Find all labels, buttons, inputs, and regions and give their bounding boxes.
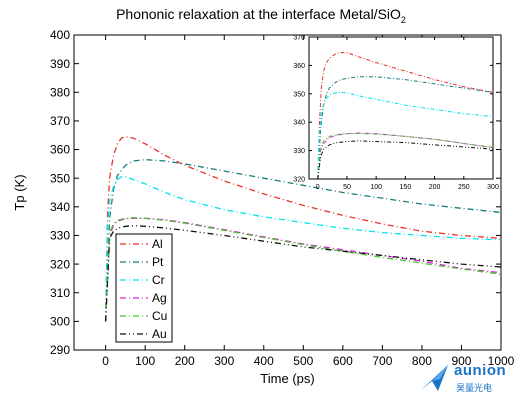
x-tick-label: 100 bbox=[135, 354, 155, 368]
legend-label: Cr bbox=[152, 273, 165, 287]
x-tick-label: 250 bbox=[458, 184, 470, 191]
x-tick-label: 400 bbox=[254, 354, 274, 368]
y-tick-label: 390 bbox=[50, 57, 70, 71]
y-tick-label: 340 bbox=[293, 120, 305, 127]
series-line-Au bbox=[104, 225, 501, 322]
series-line-Pt bbox=[104, 158, 501, 322]
y-tick-label: 320 bbox=[50, 257, 70, 271]
chart-title-main: Phononic relaxation at the interface Met… bbox=[116, 6, 401, 22]
legend-box bbox=[115, 233, 173, 343]
x-tick-label: 1000 bbox=[488, 354, 515, 368]
chart-title-subscript: 2 bbox=[400, 14, 406, 25]
x-tick-label: 900 bbox=[451, 354, 471, 368]
series-line-Cu bbox=[104, 217, 501, 322]
legend-label: Al bbox=[152, 237, 163, 251]
x-tick-label: 150 bbox=[400, 184, 412, 191]
legend-label: Cu bbox=[152, 309, 167, 323]
y-tick-label: 370 bbox=[50, 114, 70, 128]
legend-label: Au bbox=[152, 327, 167, 341]
brand-logo-icon bbox=[420, 365, 448, 391]
y-tick-label: 380 bbox=[50, 85, 70, 99]
y-tick-label: 370 bbox=[293, 34, 305, 41]
y-tick-label: 300 bbox=[50, 315, 70, 329]
y-tick-label: 340 bbox=[50, 200, 70, 214]
y-tick-label: 400 bbox=[50, 28, 70, 42]
plot-frame bbox=[308, 36, 494, 180]
series-line-inset bbox=[317, 91, 493, 179]
x-tick-label: 100 bbox=[370, 184, 382, 191]
y-tick-label: 320 bbox=[293, 176, 305, 183]
brand-watermark: aunion 昊量光电 bbox=[416, 358, 522, 398]
brand-subtitle: 昊量光电 bbox=[456, 383, 493, 393]
y-axis-label: Tp (K) bbox=[12, 174, 27, 210]
y-tick-label: 350 bbox=[50, 171, 70, 185]
y-tick-label: 330 bbox=[50, 229, 70, 243]
x-tick-label: 500 bbox=[293, 354, 313, 368]
x-tick-label: 600 bbox=[333, 354, 353, 368]
legend-label: Ag bbox=[152, 291, 167, 305]
y-tick-label: 350 bbox=[293, 91, 305, 98]
y-tick-label: 330 bbox=[293, 148, 305, 155]
brand-name: aunion bbox=[454, 362, 507, 379]
legend: Al Pt Cr Ag Cu Au bbox=[115, 233, 173, 343]
y-tick-label: 290 bbox=[50, 343, 70, 357]
series-line-Cr bbox=[104, 176, 501, 322]
x-tick-label: 0 bbox=[102, 354, 109, 368]
series-line-inset bbox=[317, 133, 493, 179]
series-line-inset bbox=[317, 52, 493, 179]
y-tick-label: 360 bbox=[50, 143, 70, 157]
inset-plot: 0 50 100 150 200 250 300 320 330 340 350 360 370 bbox=[293, 34, 499, 191]
x-tick-label: 800 bbox=[412, 354, 432, 368]
x-tick-label: 50 bbox=[343, 184, 351, 191]
series-line-inset bbox=[317, 76, 493, 179]
x-tick-label: 300 bbox=[214, 354, 234, 368]
y-tick-label: 310 bbox=[50, 286, 70, 300]
x-axis-label: Time (ps) bbox=[260, 371, 314, 386]
legend-label: Pt bbox=[152, 255, 164, 269]
y-tick-label: 360 bbox=[293, 63, 305, 70]
x-tick-label: 700 bbox=[372, 354, 392, 368]
series-line-inset bbox=[317, 140, 493, 179]
chart-title: Phononic relaxation at the interface Met… bbox=[0, 6, 522, 25]
x-tick-label: 0 bbox=[316, 184, 320, 191]
x-tick-label: 200 bbox=[175, 354, 195, 368]
x-tick-label: 200 bbox=[429, 184, 441, 191]
x-tick-label: 300 bbox=[487, 184, 499, 191]
